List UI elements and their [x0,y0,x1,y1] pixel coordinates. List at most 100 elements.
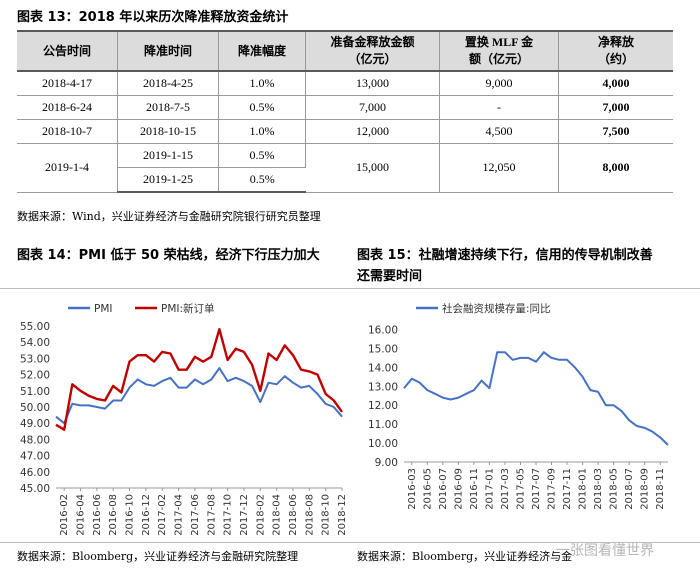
series-line-secondary [55,328,343,431]
table-header-row: 公告时间 降准时间 降准幅度 准备金释放金额 （亿元） 置换 MLF 金 额（亿… [17,30,673,72]
col-header-net: 净释放 （约） [558,30,673,72]
y-tick-label: 50.00 [20,402,50,414]
y-tick-label: 45.00 [20,483,50,495]
cell-net: 7,000 [558,95,673,120]
y-tick-label: 53.00 [20,353,50,365]
y-tick-label: 15.00 [368,343,398,355]
cell-cut-rate: 0.5% [218,143,306,168]
cell-net: 4,000 [558,71,673,96]
x-tick-label: 2016-10 [125,494,136,536]
cell-cut-date: 2019-1-25 [117,167,219,193]
table-row: 2019-1-4 2019-1-15 0.5% 15,000 12,050 8,… [17,143,673,193]
x-tick-label: 2017-02 [157,494,168,536]
cell-mlf: 12,050 [439,143,559,193]
cell-cut-date: 2018-7-5 [117,95,219,120]
table13-title: 图表 13：2018 年以来历次降准释放资金统计 [17,10,289,25]
cell-cut-date: 2018-4-25 [117,71,219,96]
chart15-title-line2: 还需要时间 [357,269,423,284]
x-tick-label: 2016-03 [407,468,418,510]
series-line-primary [403,351,669,446]
col-header-cut-date: 降准时间 [117,30,219,72]
x-tick-label: 2017-08 [206,494,217,536]
col-header-cut-rate: 降准幅度 [218,30,306,72]
x-tick-label: 2018-06 [288,494,299,536]
x-tick-label: 2018-08 [304,494,315,536]
table13-source: 数据来源：Wind，兴业证券经济与金融研究院银行研究员整理 [17,210,321,223]
chart15-source: 数据来源：Bloomberg，兴业证券经济与金 [357,550,573,563]
chart14-title: 图表 14：PMI 低于 50 荣枯线，经济下行压力加大 [17,248,320,263]
series-line-primary [55,367,343,425]
table-row: 2018-6-24 2018-7-5 0.5% 7,000 - 7,000 [17,95,673,120]
chart14-source: 数据来源：Bloomberg，兴业证券经济与金融研究院整理 [17,550,299,563]
y-tick-label: 51.00 [20,386,50,398]
y-tick-label: 52.00 [20,370,50,382]
x-tick-label: 2018-01 [578,468,589,510]
cell-net: 8,000 [558,143,673,193]
y-tick-label: 54.00 [20,337,50,349]
cell-release: 13,000 [305,71,440,96]
y-tick-label: 10.00 [368,438,398,450]
cell-cut-rate: 0.5% [218,95,306,120]
table-row: 2018-10-7 2018-10-15 1.0% 12,000 4,500 7… [17,119,673,144]
x-tick-label: 2016-05 [422,468,433,510]
y-tick-label: 47.00 [20,451,50,463]
cell-net: 7,500 [558,119,673,144]
x-tick-label: 2017-06 [190,494,201,536]
x-tick-label: 2017-10 [223,494,234,536]
x-tick-label: 2016-12 [141,494,152,536]
cell-cut-rate: 1.0% [218,71,306,96]
x-tick-label: 2018-11 [655,468,666,510]
y-tick-label: 48.00 [20,434,50,446]
table-row: 2018-4-17 2018-4-25 1.0% 13,000 9,000 4,… [17,71,673,96]
x-tick-label: 2018-12 [337,494,346,536]
x-tick-label: 2017-05 [515,468,526,510]
y-tick-label: 46.00 [20,467,50,479]
legend-label: PMI:新订单 [161,302,215,315]
x-tick-label: 2017-09 [547,468,558,510]
x-tick-label: 2016-11 [469,468,480,510]
cell-release: 12,000 [305,119,440,144]
x-tick-label: 2016-07 [438,468,449,510]
cell-release: 15,000 [305,143,440,193]
col-header-mlf: 置换 MLF 金 额（亿元） [439,30,559,72]
cell-cut-rate: 1.0% [218,119,306,144]
y-tick-label: 55.00 [20,321,50,333]
table-row: 2019-1-25 0.5% [17,167,673,193]
x-tick-label: 2017-04 [174,494,185,536]
pmi-chart: 55.00 54.00 53.00 52.00 51.00 50.00 49.00 48.00… [20,302,346,536]
legend-label: PMI [94,303,113,315]
cell-release: 7,000 [305,95,440,120]
x-tick-label: 2017-07 [531,468,542,510]
y-tick-label: 11.00 [368,419,398,431]
x-tick-label: 2016-08 [108,494,119,536]
cell-mlf: 4,500 [439,119,559,144]
y-tick-label: 49.00 [20,418,50,430]
col-header-release: 准备金释放金额 （亿元） [305,30,440,72]
x-tick-label: 2018-05 [609,468,620,510]
x-tick-label: 2017-12 [239,494,250,536]
watermark: 一张图看懂世界 [556,543,654,559]
release-funds-table: 公告时间 降准时间 降准幅度 准备金释放金额 （亿元） 置换 MLF 金 额（亿… [17,30,673,193]
y-tick-label: 12.00 [368,400,398,412]
legend-label: 社会融资规模存量:同比 [442,302,551,315]
cell-cut-date: 2019-1-15 [117,143,219,168]
cell-mlf: - [439,95,559,120]
x-tick-label: 2018-02 [255,494,266,536]
cell-mlf: 9,000 [439,71,559,96]
x-tick-label: 2016-02 [59,494,70,536]
x-tick-label: 2018-07 [624,468,635,510]
x-tick-label: 2016-06 [92,494,103,536]
charts-top-rule [0,288,700,289]
x-tick-label: 2017-01 [484,468,495,510]
cell-announce: 2019-1-4 [17,143,118,193]
y-tick-label: 9.00 [375,457,398,469]
y-tick-label: 16.00 [368,324,398,336]
cell-announce: 2018-10-7 [17,119,118,144]
cell-cut-rate: 0.5% [218,167,306,193]
chart15-title-line1: 图表 15：社融增速持续下行，信用的传导机制改善 [357,248,653,263]
x-tick-label: 2018-04 [272,494,283,536]
charts-bottom-rule [0,542,700,543]
x-tick-label: 2016-04 [76,494,87,536]
cell-announce: 2018-6-24 [17,95,118,120]
y-tick-label: 14.00 [368,362,398,374]
